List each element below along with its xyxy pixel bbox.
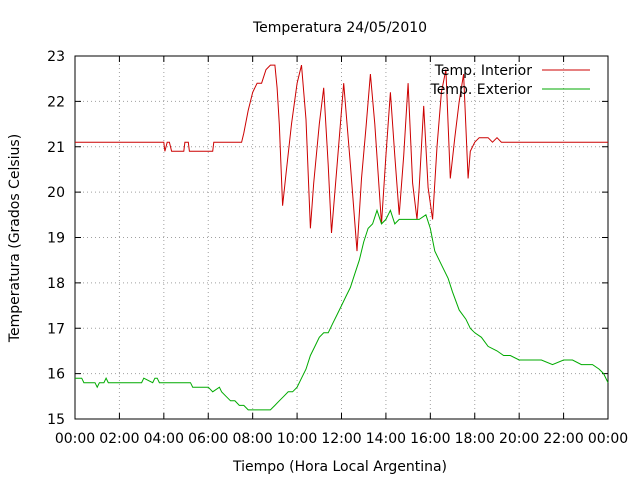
series-line-temp-exterior	[75, 208, 609, 411]
legend: Temp. Interior Temp. Exterior	[430, 63, 590, 98]
x-tick-label: 00:00	[55, 431, 95, 447]
legend-label-interior: Temp. Interior	[434, 63, 533, 79]
y-tick-label: 18	[47, 276, 65, 292]
y-tick-label: 20	[47, 185, 65, 201]
x-tick-label: 22:00	[543, 431, 583, 447]
y-tick-label: 17	[47, 321, 65, 337]
grid	[75, 56, 608, 419]
y-tick-label: 15	[47, 412, 65, 428]
x-tick-label: 04:00	[144, 431, 184, 447]
axis-ticks: 00:00 02:00 04:00 06:00 08:00 10:00 12:00 14:00…	[47, 49, 628, 447]
series-layer	[75, 64, 609, 411]
x-tick-label: 12:00	[321, 431, 361, 447]
x-axis-label: Tiempo (Hora Local Argentina)	[232, 459, 447, 475]
series-line-temp-interior	[75, 64, 608, 252]
x-tick-label: 02:00	[99, 431, 139, 447]
x-tick-label: 08:00	[232, 431, 272, 447]
x-tick-label: 16:00	[410, 431, 450, 447]
x-tick-label: 10:00	[277, 431, 317, 447]
y-tick-label: 16	[47, 367, 65, 383]
legend-label-exterior: Temp. Exterior	[430, 82, 533, 98]
x-tick-label: 00:00	[588, 431, 628, 447]
chart-title: Temperatura 24/05/2010	[252, 20, 427, 36]
x-tick-label: 14:00	[366, 431, 406, 447]
x-tick-label: 20:00	[499, 431, 539, 447]
y-tick-label: 23	[47, 49, 65, 65]
x-tick-label: 18:00	[455, 431, 495, 447]
x-tick-label: 06:00	[188, 431, 228, 447]
y-tick-label: 19	[47, 231, 65, 247]
y-tick-label: 21	[47, 140, 65, 156]
y-axis-label: Temperatura (Grados Celsius)	[7, 134, 23, 343]
y-tick-label: 22	[47, 94, 65, 110]
